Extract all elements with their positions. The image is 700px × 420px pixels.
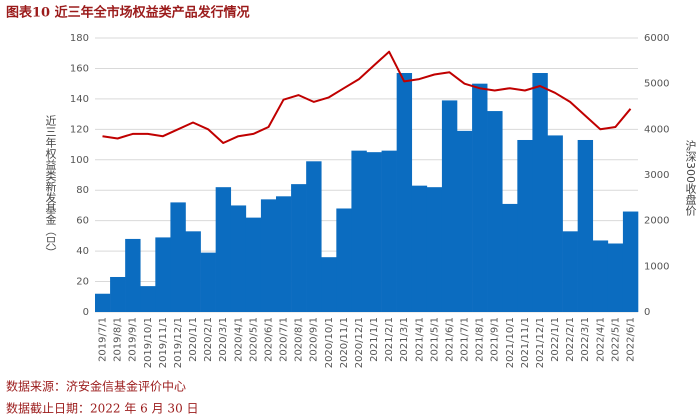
- x-tick-label: 2020/4/1: [233, 317, 244, 362]
- x-tick-label: 2022/4/1: [595, 317, 606, 362]
- x-tick-label: 2020/10/1: [324, 317, 335, 368]
- x-tick-label: 2019/8/1: [113, 317, 124, 362]
- x-tick-label: 2020/5/1: [248, 317, 259, 362]
- bar: [245, 217, 262, 312]
- bar: [457, 130, 473, 312]
- x-tick-label: 2021/8/1: [475, 317, 486, 362]
- bar: [260, 199, 277, 312]
- bar: [230, 205, 247, 312]
- bar: [140, 286, 156, 312]
- x-tick-label: 2022/6/1: [625, 317, 636, 362]
- y-tick-label: 100: [70, 155, 89, 166]
- y2-tick-label: 2000: [644, 216, 669, 227]
- x-tick-label: 2019/11/1: [158, 317, 169, 368]
- y2-axis-title: 沪深300收盘价: [684, 139, 697, 216]
- x-tick-label: 2021/6/1: [444, 317, 455, 362]
- bar: [200, 252, 216, 312]
- bar: [532, 73, 548, 312]
- x-tick-label: 2019/7/1: [98, 317, 109, 362]
- x-tick-label: 2020/6/1: [263, 317, 274, 362]
- bar: [306, 161, 322, 312]
- y-tick-label: 180: [70, 33, 89, 44]
- x-tick-label: 2021/5/1: [429, 317, 440, 362]
- x-tick-label: 2022/1/1: [550, 317, 561, 362]
- bar: [155, 237, 171, 312]
- bar: [95, 293, 111, 312]
- bar: [426, 187, 443, 312]
- bar: [487, 111, 503, 312]
- y-tick-label: 80: [76, 185, 89, 196]
- bar: [592, 240, 609, 312]
- x-tick-label: 2020/7/1: [279, 317, 290, 362]
- bar: [381, 150, 397, 312]
- x-tick-label: 2021/2/1: [384, 317, 395, 362]
- bar: [396, 73, 413, 312]
- bar: [577, 139, 594, 312]
- y2-tick-label: 4000: [644, 124, 669, 135]
- y-tick-label: 140: [70, 94, 89, 105]
- x-tick-label: 2020/2/1: [203, 317, 214, 362]
- y2-tick-label: 6000: [644, 33, 669, 44]
- y2-tick-label: 3000: [644, 170, 669, 181]
- bar: [607, 243, 624, 312]
- bar: [502, 203, 518, 312]
- bar: [562, 231, 578, 312]
- x-tick-label: 2021/10/1: [505, 317, 516, 368]
- x-tick-label: 2021/4/1: [414, 317, 425, 362]
- bar: [185, 231, 201, 312]
- y-tick-label: 160: [70, 63, 89, 74]
- bar: [472, 83, 488, 313]
- y-tick-label: 60: [76, 216, 89, 227]
- x-tick-label: 2022/3/1: [580, 317, 591, 362]
- bar: [291, 184, 307, 312]
- bar: [170, 202, 186, 312]
- x-tick-label: 2020/1/1: [188, 317, 199, 362]
- x-tick-label: 2019/9/1: [128, 317, 139, 362]
- bar: [351, 150, 367, 312]
- x-tick-label: 2020/8/1: [294, 317, 305, 362]
- x-tick-label: 2020/9/1: [309, 317, 320, 362]
- x-tick-label: 2020/11/1: [339, 317, 350, 368]
- bar: [622, 211, 639, 312]
- x-tick-label: 2021/11/1: [520, 317, 531, 368]
- x-tick-label: 2022/5/1: [610, 317, 621, 362]
- bar: [366, 152, 382, 312]
- bar: [336, 208, 352, 312]
- y2-tick-label: 0: [644, 307, 650, 318]
- y2-tick-label: 5000: [644, 79, 669, 90]
- index-line: [102, 50, 632, 144]
- x-tick-label: 2019/12/1: [173, 317, 184, 368]
- y-tick-label: 20: [76, 277, 89, 288]
- bar: [517, 139, 533, 312]
- x-tick-label: 2021/1/1: [369, 317, 380, 362]
- y2-tick-label: 1000: [644, 261, 669, 272]
- x-tick-label: 2020/3/1: [218, 317, 229, 362]
- y-axis-title: 近三年权益类新发基金（只）: [44, 115, 57, 258]
- bar: [441, 100, 458, 313]
- x-tick-label: 2021/9/1: [490, 317, 501, 362]
- y-tick-label: 120: [70, 124, 89, 135]
- bar: [215, 187, 232, 312]
- bar: [321, 257, 337, 312]
- bar: [411, 185, 428, 312]
- x-tick-label: 2022/2/1: [565, 317, 576, 362]
- x-tick-label: 2021/3/1: [399, 317, 410, 362]
- source-note: 数据来源：济安金信基金评价中心: [6, 379, 186, 394]
- chart-title: 图表10 近三年全市场权益类产品发行情况: [6, 5, 250, 21]
- y-tick-label: 0: [83, 307, 89, 318]
- x-tick-label: 2019/10/1: [143, 317, 154, 368]
- x-tick-label: 2021/12/1: [535, 317, 546, 368]
- cutoff-note: 数据截止日期：2022 年 6 月 30 日: [6, 401, 199, 416]
- bar: [276, 196, 292, 312]
- bar: [125, 238, 141, 312]
- x-tick-label: 2021/7/1: [460, 317, 471, 362]
- bar: [547, 135, 563, 312]
- bar: [110, 276, 126, 312]
- x-tick-label: 2020/12/1: [354, 317, 365, 368]
- y-tick-label: 40: [76, 246, 89, 257]
